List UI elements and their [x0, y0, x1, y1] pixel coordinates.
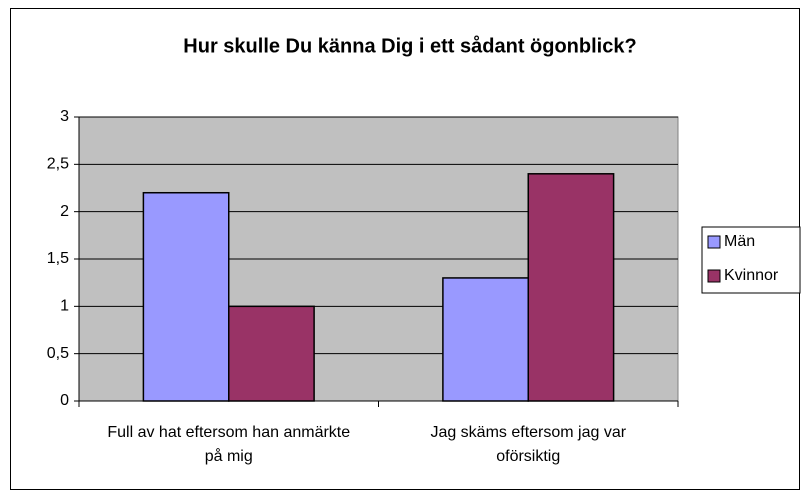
legend-swatch [707, 269, 721, 283]
y-tick-label: 1,5 [47, 250, 69, 267]
chart-title: Hur skulle Du känna Dig i ett sådant ögo… [183, 34, 636, 57]
legend-label: Kvinnor [724, 267, 779, 284]
y-tick-label: 2 [60, 203, 69, 220]
bar [442, 277, 529, 402]
legend-swatch [707, 235, 721, 249]
y-tick-label: 0 [60, 392, 69, 409]
y-tick-label: 0,5 [47, 345, 69, 362]
y-tick-label: 1 [60, 298, 69, 315]
bar [228, 305, 315, 402]
y-tick-label: 3 [60, 108, 69, 125]
bar [527, 173, 615, 402]
legend-label: Män [724, 233, 755, 250]
y-tick-label: 2,5 [47, 156, 69, 173]
x-tick-label: Jag skäms eftersom jag var oförsiktig [430, 424, 627, 465]
x-tick-label: Full av hat eftersom han anmärkte på mig [107, 424, 351, 465]
bar [142, 191, 230, 402]
